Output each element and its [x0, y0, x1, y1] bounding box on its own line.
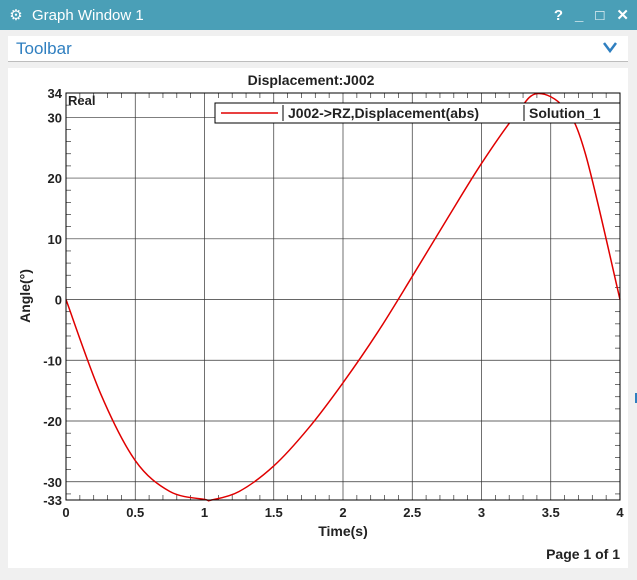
y-tick-label: 10: [48, 232, 62, 247]
legend-solution: Solution_1: [529, 105, 601, 121]
axis-ticks: [66, 92, 620, 500]
chevron-down-icon[interactable]: [602, 39, 618, 55]
legend[interactable]: J002->RZ,Displacement(abs) Solution_1: [214, 102, 621, 124]
toolbar-label: Toolbar: [16, 38, 72, 58]
x-tick-labels: 0 0.5 1 1.5 2 2.5 3 3.5 4: [62, 505, 624, 520]
y-tick-label: 0: [55, 293, 62, 308]
x-tick-label: 0: [62, 505, 69, 520]
legend-series-name: J002->RZ,Displacement(abs): [288, 105, 479, 121]
x-tick-label: 2.5: [403, 505, 421, 520]
plot-border: [65, 92, 621, 501]
grid-lines: [66, 93, 620, 500]
window-title: Graph Window 1: [32, 6, 144, 24]
y-tick-label: -30: [43, 475, 62, 490]
x-tick-label: 1: [201, 505, 208, 520]
page-indicator: Page 1 of 1: [546, 546, 620, 562]
x-tick-label: 4: [616, 505, 624, 520]
x-tick-label: 0.5: [126, 505, 144, 520]
gear-icon[interactable]: ⚙: [9, 7, 23, 24]
chart: Displacement:J002 Real 0 0.5 1 1.5 2 2.5 3 3.5 4…: [17, 72, 624, 562]
resize-edge-marker[interactable]: [635, 393, 637, 403]
y-tick-label: -33: [43, 493, 62, 508]
close-button[interactable]: ✕: [616, 7, 629, 24]
y-axis-label: Angle(°): [17, 269, 33, 323]
toolbar-panel[interactable]: Toolbar: [8, 36, 628, 62]
corner-label: Real: [68, 93, 95, 108]
y-tick-label: 20: [48, 171, 62, 186]
y-tick-label: 34: [48, 86, 63, 101]
graph-area: Displacement:J002 Real 0 0.5 1 1.5 2 2.5 3 3.5 4…: [8, 68, 628, 568]
chart-title: Displacement:J002: [248, 72, 375, 88]
y-tick-label: -10: [43, 353, 62, 368]
title-bar: ⚙ Graph Window 1 ? _ □ ✕: [0, 0, 637, 30]
window-controls: ? _ □ ✕: [554, 0, 629, 30]
y-tick-label: -20: [43, 414, 62, 429]
x-tick-label: 2: [339, 505, 346, 520]
y-tick-labels: 34 30 20 10 0 -10 -20 -30 -33: [43, 86, 63, 508]
minimize-button[interactable]: _: [575, 6, 584, 24]
help-button[interactable]: ?: [553, 6, 564, 24]
x-tick-label: 3: [478, 505, 485, 520]
y-tick-label: 30: [48, 110, 62, 125]
series-line-j002: [65, 92, 621, 502]
x-axis-label: Time(s): [318, 523, 368, 539]
x-tick-label: 1.5: [265, 505, 283, 520]
legend-box: [214, 102, 621, 124]
x-tick-label: 3.5: [542, 505, 560, 520]
maximize-button[interactable]: □: [595, 6, 605, 24]
